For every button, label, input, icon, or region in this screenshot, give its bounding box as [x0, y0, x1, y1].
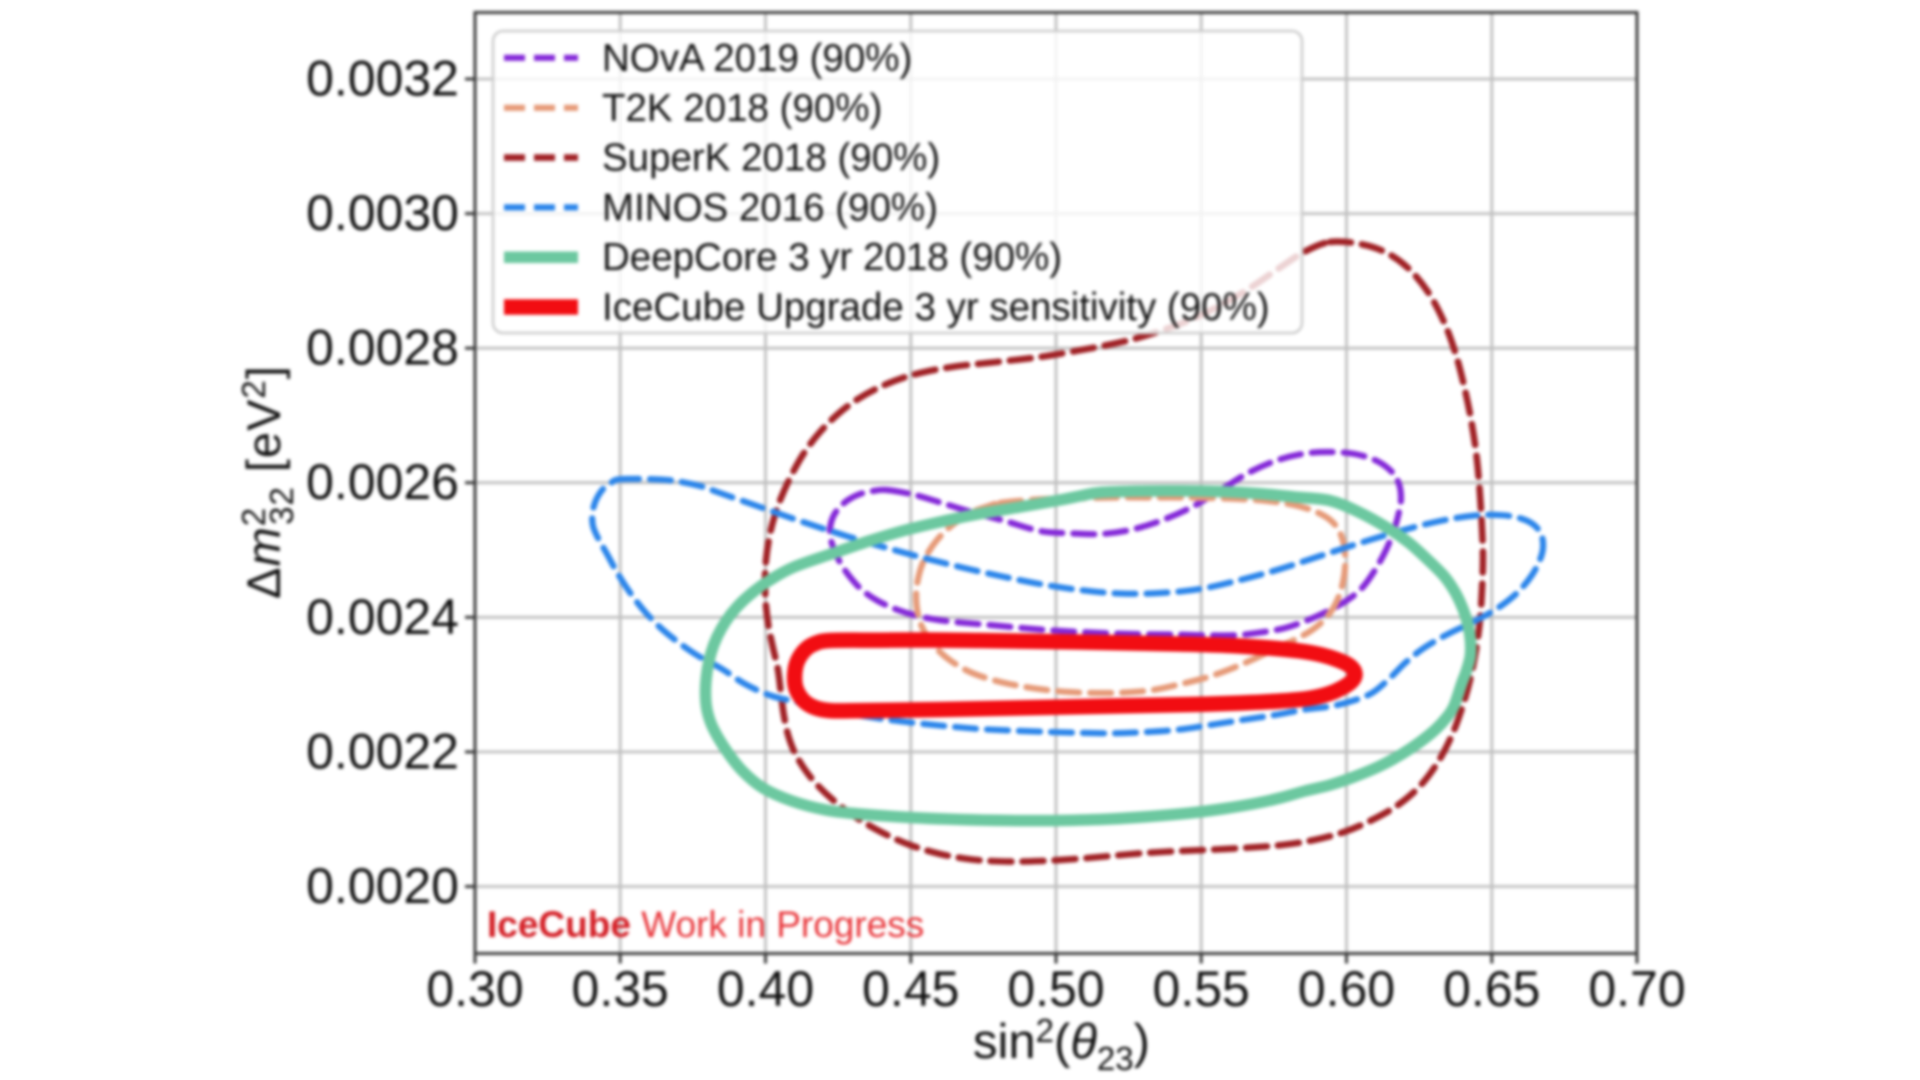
svg-text:0.65: 0.65 — [1443, 961, 1540, 1017]
svg-text:0.0024: 0.0024 — [306, 589, 459, 645]
svg-text:MINOS 2016 (90%): MINOS 2016 (90%) — [602, 186, 938, 229]
svg-text:0.60: 0.60 — [1298, 961, 1395, 1017]
svg-text:0.0032: 0.0032 — [306, 51, 459, 107]
svg-text:0.0026: 0.0026 — [306, 454, 459, 510]
svg-text:IceCube Work in Progress: IceCube Work in Progress — [487, 904, 924, 945]
svg-text:Δm232 [eV2]: Δm232 [eV2] — [235, 365, 300, 599]
svg-text:0.0020: 0.0020 — [306, 858, 459, 914]
svg-text:0.0022: 0.0022 — [306, 723, 459, 779]
svg-text:0.50: 0.50 — [1007, 961, 1104, 1017]
svg-text:0.30: 0.30 — [426, 961, 523, 1017]
svg-text:T2K 2018 (90%): T2K 2018 (90%) — [602, 87, 882, 130]
svg-text:0.35: 0.35 — [572, 961, 669, 1017]
svg-text:0.70: 0.70 — [1588, 961, 1685, 1017]
svg-text:IceCube Upgrade 3 yr sensitivi: IceCube Upgrade 3 yr sensitivity (90%) — [602, 286, 1270, 329]
svg-text:0.0028: 0.0028 — [306, 320, 459, 376]
svg-text:DeepCore 3 yr 2018 (90%): DeepCore 3 yr 2018 (90%) — [602, 236, 1062, 279]
svg-text:NOvA 2019 (90%): NOvA 2019 (90%) — [602, 37, 912, 80]
svg-text:0.0030: 0.0030 — [306, 185, 459, 241]
svg-text:0.40: 0.40 — [717, 961, 814, 1017]
svg-text:0.45: 0.45 — [862, 961, 959, 1017]
svg-text:SuperK 2018 (90%): SuperK 2018 (90%) — [602, 137, 940, 180]
svg-text:0.55: 0.55 — [1153, 961, 1250, 1017]
